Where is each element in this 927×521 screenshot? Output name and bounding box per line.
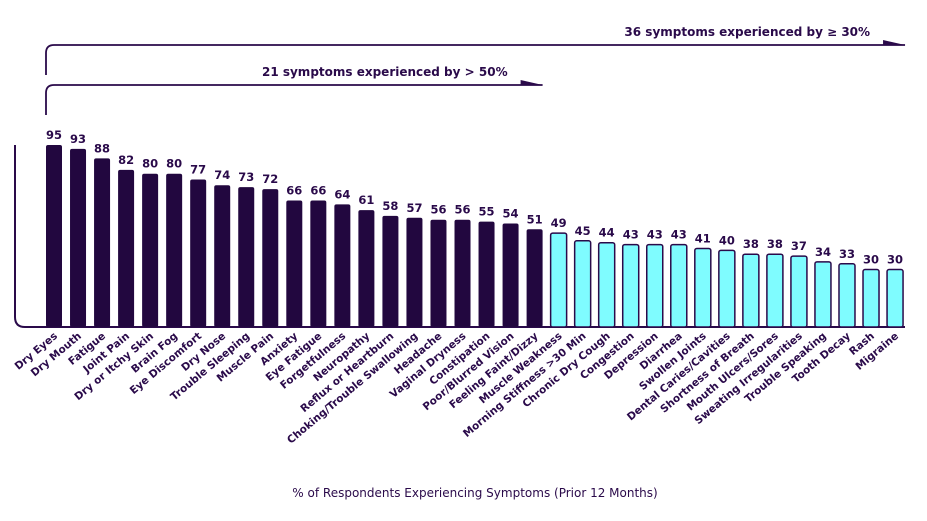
bar-value-label: 30 [887,253,903,267]
bar [286,200,303,327]
bar [838,263,856,328]
bar-value-label: 33 [839,247,855,261]
bar-value-label: 43 [623,228,639,242]
bar-value-label: 72 [262,172,278,186]
bar [718,249,736,328]
bar [790,255,808,328]
bar-value-label: 43 [647,228,663,242]
bar-value-label: 49 [551,216,567,230]
bar [190,179,207,327]
bar [526,229,543,327]
bar [454,219,471,327]
bar-value-label: 56 [430,203,446,217]
bar-value-label: 43 [671,228,687,242]
bar [597,241,616,328]
bar-value-label: 66 [286,184,302,198]
arrow-icon [883,40,906,45]
bar-value-label: 93 [70,132,86,146]
annotation-label: 21 symptoms experienced by > 50% [262,65,508,79]
bar [214,185,231,327]
bar-value-label: 41 [695,231,711,245]
bar [549,232,568,328]
bar [310,200,327,327]
bar [46,145,62,327]
bar-value-label: 66 [310,184,326,198]
bar [573,240,592,328]
bar [406,217,423,327]
bar-value-label: 82 [118,153,134,167]
bar-value-label: 80 [142,157,158,171]
bar [670,243,688,328]
bar [334,204,351,327]
bar-value-label: 45 [575,224,591,238]
bar [814,261,832,328]
bar-value-label: 61 [358,193,374,207]
bar [478,221,495,327]
bar-value-label: 74 [214,168,230,182]
bar-value-label: 38 [743,237,759,251]
bar-value-label: 30 [863,253,879,267]
bar-value-label: 37 [791,239,807,253]
bar [94,158,111,327]
bar [621,243,640,328]
bar [166,173,183,327]
bar-value-label: 56 [455,203,471,217]
bar-value-label: 57 [406,201,422,215]
bar-value-label: 80 [166,157,182,171]
bar [502,223,519,327]
bar [70,148,87,327]
annotation-label: 36 symptoms experienced by ≥ 30% [624,25,870,39]
bar [646,243,664,328]
annotation-bracket [45,44,906,75]
bar [766,253,784,328]
bar [694,247,712,328]
bar-value-label: 51 [527,212,543,226]
bar [742,253,760,328]
bar-value-label: 34 [815,245,831,259]
arrow-icon [520,80,543,85]
bar [862,268,880,328]
bar-value-label: 95 [46,128,62,142]
bar-value-label: 40 [719,233,735,247]
bar [382,215,399,327]
bar-value-label: 77 [190,162,206,176]
bar-value-label: 64 [334,187,350,201]
axis-line [14,145,905,328]
bar-value-label: 55 [479,205,495,219]
bar-value-label: 73 [238,170,254,184]
bar [358,210,375,327]
bar-value-label: 38 [767,237,783,251]
bar [142,173,159,327]
bar [886,268,904,328]
bar-value-label: 88 [94,141,110,155]
bar [430,219,447,327]
bar-value-label: 54 [503,207,519,221]
bar [238,187,255,327]
bar [262,189,279,327]
annotation-bracket [45,84,543,115]
x-axis-label: % of Respondents Experiencing Symptoms (… [292,486,657,500]
bar-value-label: 58 [382,199,398,213]
bar-value-label: 44 [599,226,615,240]
bar [118,169,135,327]
